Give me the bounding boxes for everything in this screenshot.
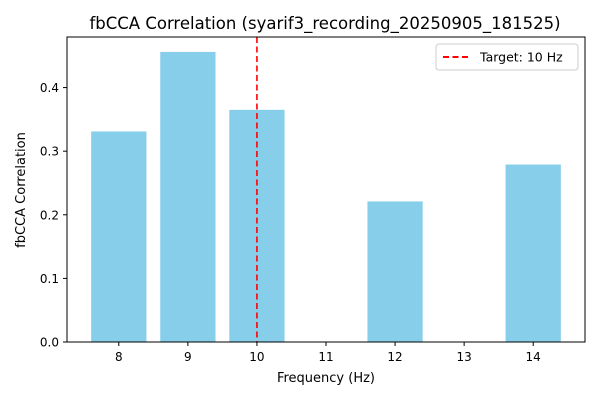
x-tick-label: 14 <box>526 350 541 364</box>
y-tick-label: 0.1 <box>40 272 59 286</box>
bar-8hz <box>91 131 147 342</box>
x-tick-label: 12 <box>387 350 402 364</box>
x-tick-label: 11 <box>318 350 333 364</box>
x-tick-label: 10 <box>249 350 264 364</box>
y-axis-label: fbCCA Correlation <box>14 132 29 248</box>
y-tick-label: 0.4 <box>40 81 59 95</box>
legend-target-label: Target: 10 Hz <box>479 50 563 65</box>
bar-9hz <box>160 51 216 342</box>
x-axis: 8 9 10 11 12 13 14 <box>115 342 541 364</box>
y-axis: 0.0 0.1 0.2 0.3 0.4 <box>40 81 67 350</box>
x-tick-label: 13 <box>456 350 471 364</box>
x-axis-label: Frequency (Hz) <box>277 371 375 386</box>
y-tick-label: 0.2 <box>40 208 59 222</box>
y-tick-label: 0.3 <box>40 145 59 159</box>
bar-14hz <box>505 164 561 342</box>
legend: Target: 10 Hz <box>435 43 579 71</box>
legend-box <box>435 43 579 71</box>
x-tick-label: 8 <box>115 350 123 364</box>
y-tick-label: 0.0 <box>40 336 59 350</box>
bars-group <box>91 51 561 342</box>
chart-title: fbCCA Correlation (syarif3_recording_202… <box>89 14 560 34</box>
bar-12hz <box>367 201 423 342</box>
x-tick-label: 9 <box>184 350 192 364</box>
